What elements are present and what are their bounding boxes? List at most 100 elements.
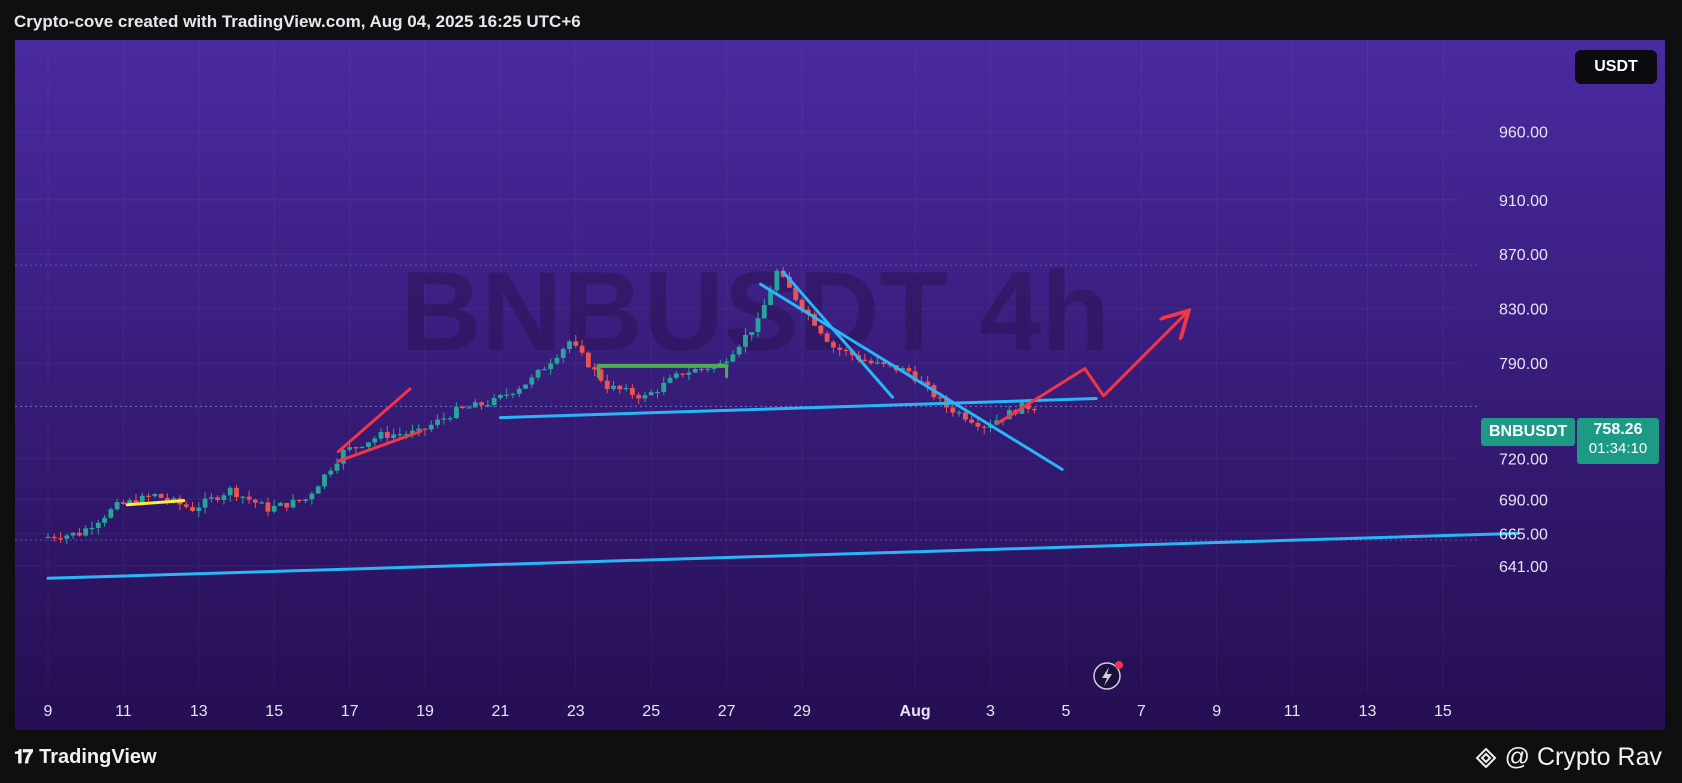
candle-body <box>611 385 616 390</box>
bar-countdown: 01:34:10 <box>1588 440 1648 457</box>
candle-body <box>541 369 547 371</box>
time-tick-label: 9 <box>1212 703 1221 720</box>
candle-body <box>378 431 384 439</box>
currency-button[interactable]: USDT <box>1575 50 1657 84</box>
candle-body <box>215 497 221 501</box>
candle-body <box>183 504 189 507</box>
price-tick-label: 790.00 <box>1499 356 1548 373</box>
time-tick-label: 5 <box>1061 703 1070 720</box>
candle-body <box>466 407 472 409</box>
candle-body <box>479 402 484 406</box>
candle-body <box>579 345 585 353</box>
candle-body <box>529 377 535 385</box>
price-tick-label: 830.00 <box>1499 302 1548 319</box>
candle-body <box>397 434 403 436</box>
candle-body <box>45 536 51 539</box>
tradingview-logo-text: TradingView <box>39 746 157 768</box>
time-tick-label: 11 <box>115 703 132 720</box>
chart-area[interactable]: BNBUSDT 4h 960.00 910.00 870.00 830.00 790.0… <box>15 40 1665 730</box>
time-tick-label: 15 <box>265 703 283 720</box>
candle-body <box>315 486 321 494</box>
candle-body <box>460 406 466 409</box>
candle-body <box>454 406 459 419</box>
time-tick-label: 21 <box>492 703 510 720</box>
candle-body <box>787 276 792 288</box>
candle-body <box>303 499 309 501</box>
candle-body <box>366 442 371 447</box>
candle-body <box>152 493 158 497</box>
last-price-label: 758.26 01:34:10 <box>1577 418 1659 464</box>
candle-body <box>560 348 566 358</box>
candle-body <box>322 474 327 487</box>
candle-body <box>793 287 799 300</box>
candle-body <box>692 369 698 373</box>
candle-body <box>334 463 340 471</box>
bottom-bar <box>0 733 1682 783</box>
candle-body <box>252 499 258 503</box>
candle-body <box>278 502 283 506</box>
candle-body <box>89 527 95 530</box>
candle-body <box>969 419 975 423</box>
candle-body <box>77 532 82 536</box>
candle-body <box>548 363 554 370</box>
candle-body <box>617 385 623 390</box>
candle-body <box>472 402 478 408</box>
candle-body <box>912 371 918 382</box>
candle-body <box>510 393 516 395</box>
candle-body <box>554 357 560 364</box>
candle-body <box>70 532 76 536</box>
candle-body <box>171 498 177 501</box>
candle-body <box>724 361 729 364</box>
candle-body <box>202 498 208 508</box>
candle-body <box>391 434 396 438</box>
candle-body <box>680 373 686 375</box>
support-trendline-upper <box>498 397 1098 420</box>
chart-header-title: Crypto-cove created with TradingView.com… <box>14 12 581 31</box>
candle-body <box>749 332 755 335</box>
time-tick-label: 27 <box>718 703 736 720</box>
candle-body <box>661 382 667 392</box>
descending-channel-line-a <box>781 270 894 399</box>
candle-body <box>114 502 120 510</box>
lightning-alert-icon[interactable] <box>1093 661 1123 690</box>
candle-body <box>523 384 528 389</box>
candle-body <box>328 470 334 475</box>
candle-body <box>227 487 233 496</box>
candle-body <box>102 517 107 523</box>
candle-body <box>925 381 931 386</box>
candle-body <box>428 424 434 430</box>
candle-body <box>372 438 378 443</box>
candle-body <box>956 412 962 414</box>
candle-body <box>604 380 610 390</box>
candle-body <box>736 346 742 355</box>
candle-body <box>598 369 604 381</box>
candle-body <box>837 347 843 350</box>
candle-body <box>403 434 409 436</box>
candle-body <box>831 341 836 348</box>
candle-body <box>573 341 579 346</box>
candle-body <box>686 372 692 375</box>
candle-body <box>353 447 359 449</box>
candle-body <box>592 367 598 370</box>
candle-body <box>416 428 422 431</box>
tradingview-logo[interactable]: 𝟏𝟕 TradingView <box>14 746 157 769</box>
candle-body <box>164 497 170 501</box>
candle-body <box>504 394 510 396</box>
candle-body <box>498 394 503 398</box>
candle-body <box>58 538 63 540</box>
candle-body <box>981 426 987 428</box>
candle-body <box>271 505 277 512</box>
candle-body <box>108 509 114 518</box>
candle-body <box>296 499 302 501</box>
candle-body <box>447 418 453 420</box>
candle-body <box>64 535 70 539</box>
candle-body <box>567 341 572 349</box>
price-axis: 960.00 910.00 870.00 830.00 790.00 720.00 690.… <box>1499 125 1548 576</box>
candle-body <box>761 304 767 319</box>
time-tick-label: 17 <box>341 703 359 720</box>
chart-background <box>15 40 1665 730</box>
candle-body <box>824 333 830 342</box>
candle-body <box>347 447 352 450</box>
candle-body <box>121 502 126 504</box>
candle-body <box>422 428 428 430</box>
